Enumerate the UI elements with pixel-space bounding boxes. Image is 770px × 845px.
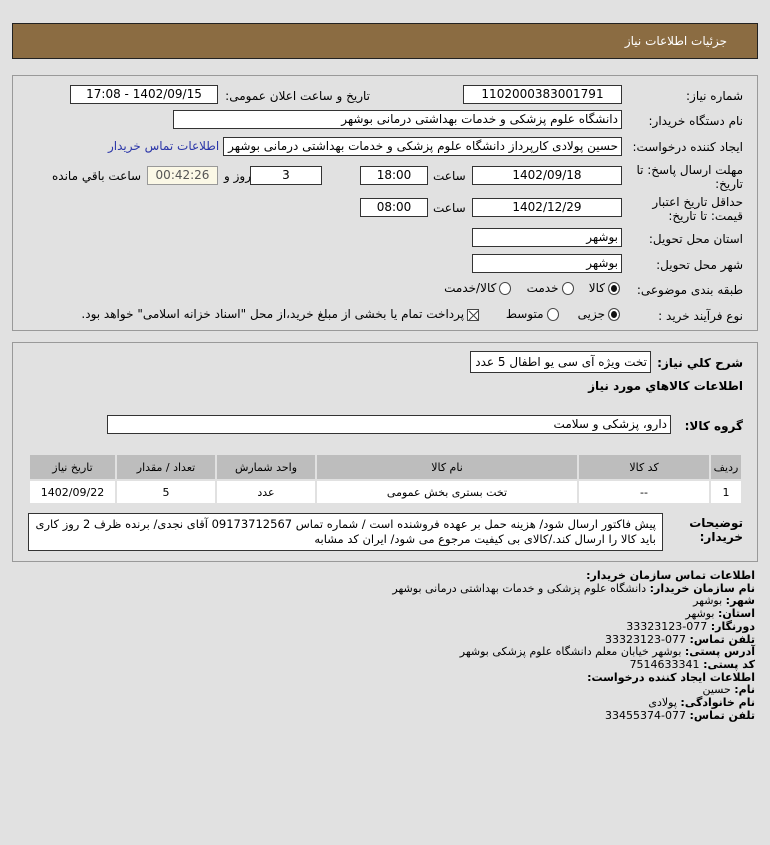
summary-field: تخت ویژه آی سی یو اطفال 5 عدد: [470, 351, 651, 373]
creator-heading: اطلاعات ایجاد کننده درخواست:: [587, 670, 755, 684]
org-name-label: نام سازمان خریدار:: [649, 581, 755, 595]
radio-goods-label: کالا: [588, 281, 605, 295]
cell-name: تخت بستری بخش عمومی: [317, 481, 577, 503]
buyer-contact-link[interactable]: اطلاعات تماس خریدار: [108, 139, 220, 153]
goods-heading: اطلاعات کالاهاي مورد نياز: [588, 379, 743, 393]
notes-field: پیش فاکتور ارسال شود/ هزینه حمل بر عهده …: [28, 513, 663, 551]
checkbox-x-icon[interactable]: [467, 308, 480, 321]
phone-value: 077-33323123: [605, 632, 687, 646]
validity-time-label: ساعت: [433, 201, 466, 215]
first-name-label: نام:: [734, 683, 755, 697]
phone-label: تلفن تماس:: [689, 632, 755, 646]
city-label: شهر:: [725, 594, 755, 608]
radio-goods-service-icon[interactable]: [499, 282, 512, 295]
radio-minor-icon[interactable]: [608, 308, 620, 321]
deadline-label: مهلت ارسال پاسخ: تا تاریخ:: [636, 163, 743, 191]
deadline-time-label: ساعت: [433, 169, 466, 183]
days-field: 3: [250, 166, 322, 185]
radio-goods[interactable]: کالا: [589, 281, 620, 295]
need-number-field: 1102000383001791: [463, 85, 622, 104]
province-label: استان محل تحویل:: [648, 232, 743, 246]
deadline-label-line2: تاریخ:: [715, 177, 743, 191]
remaining-time-field: 00:42:26: [147, 166, 218, 185]
last-name-label: نام خانوادگی:: [680, 696, 755, 710]
category-label: طبقه بندی موضوعی:: [636, 283, 743, 297]
radio-medium-label: متوسط: [505, 307, 544, 321]
process-radio-group: جزیی متوسط پرداخت تمام یا بخشی از مبلغ خ…: [81, 307, 620, 321]
validity-date-field: 1402/12/29: [472, 198, 622, 217]
city-field: بوشهر: [472, 254, 622, 273]
radio-goods-service-label: کالا/خدمت: [444, 281, 497, 295]
org-name: دانشگاه علوم پزشکی و خدمات بهداشتی درمان…: [392, 581, 647, 595]
creator-label: ایجاد کننده درخواست:: [632, 140, 743, 154]
creator-phone-label: تلفن تماس:: [689, 708, 755, 722]
table-row: 1 -- تخت بستری بخش عمومی عدد 5 1402/09/2…: [30, 481, 741, 503]
deadline-label-line1: مهلت ارسال پاسخ: تا: [636, 163, 743, 177]
fax-value: 077-33323123: [626, 619, 708, 633]
fax-label: دورنگار:: [710, 619, 755, 633]
process-label: نوع فرآیند خرید :: [658, 309, 743, 323]
cell-code: --: [579, 481, 709, 503]
address-value: بوشهر خیابان معلم دانشگاه علوم پزشکی بوش…: [459, 645, 682, 659]
postal-label: کد پستی:: [703, 657, 755, 671]
city-value: بوشهر: [693, 594, 723, 608]
validity-label: حداقل تاریخ اعتبار قیمت: تا تاریخ:: [652, 195, 743, 223]
col-row: ردیف: [711, 455, 741, 479]
treasury-checkbox[interactable]: پرداخت تمام یا بخشی از مبلغ خرید،از محل …: [81, 307, 480, 321]
contact-info: اطلاعات تماس سازمان خریدار: نام سازمان خ…: [392, 569, 755, 722]
announce-label: تاریخ و ساعت اعلان عمومی:: [225, 89, 370, 103]
buyer-label: نام دستگاه خریدار:: [648, 114, 744, 128]
cell-row: 1: [711, 481, 741, 503]
radio-goods-icon[interactable]: [608, 282, 620, 295]
creator-field: حسین پولادی کارپرداز دانشگاه علوم پزشکی …: [223, 137, 622, 156]
address-label: آدرس پستی:: [684, 645, 755, 659]
col-name: نام کالا: [317, 455, 577, 479]
need-number-label: شماره نیاز:: [686, 89, 743, 103]
summary-label: شرح کلي نياز:: [657, 356, 743, 370]
goods-table: ردیف کد کالا نام کالا واحد شمارش تعداد /…: [28, 453, 743, 505]
page-title: جزئیات اطلاعات نیاز: [624, 34, 727, 48]
deadline-time-field: 18:00: [360, 166, 428, 185]
notes-label: توضیحات خریدار:: [689, 516, 743, 544]
col-unit: واحد شمارش: [217, 455, 315, 479]
cell-unit: عدد: [217, 481, 315, 503]
group-label: گروه کالا:: [684, 419, 743, 433]
cell-date: 1402/09/22: [30, 481, 115, 503]
province-field: بوشهر: [472, 228, 622, 247]
validity-label-line2: قیمت: تا تاریخ:: [668, 209, 743, 223]
radio-medium-icon[interactable]: [546, 308, 559, 321]
province-label: استان:: [718, 607, 755, 621]
buyer-field: دانشگاه علوم پزشکی و خدمات بهداشتی درمان…: [173, 110, 622, 129]
category-radio-group: کالا خدمت کالا/خدمت: [444, 281, 620, 295]
radio-minor-label: جزیی: [577, 307, 605, 321]
cell-qty: 5: [117, 481, 215, 503]
col-code: کد کالا: [579, 455, 709, 479]
radio-service-icon[interactable]: [561, 282, 574, 295]
creator-phone-value: 077-33455374: [605, 708, 687, 722]
radio-minor[interactable]: جزیی: [578, 307, 620, 321]
radio-service[interactable]: خدمت: [527, 281, 574, 295]
validity-time-field: 08:00: [360, 198, 428, 217]
city-label: شهر محل تحویل:: [656, 258, 743, 272]
col-date: تاریخ نیاز: [30, 455, 115, 479]
validity-label-line1: حداقل تاریخ اعتبار: [652, 195, 743, 209]
radio-medium[interactable]: متوسط: [506, 307, 559, 321]
days-label: روز و: [224, 169, 251, 183]
last-name-value: پولادی: [648, 696, 677, 710]
province-value: بوشهر: [685, 607, 715, 621]
page-header: جزئیات اطلاعات نیاز: [12, 23, 758, 59]
deadline-date-field: 1402/09/18: [472, 166, 622, 185]
remaining-label: ساعت باقي مانده: [52, 169, 142, 183]
col-qty: تعداد / مقدار: [117, 455, 215, 479]
announce-field: 1402/09/15 - 17:08: [70, 85, 218, 104]
postal-value: 7514633341: [629, 657, 700, 671]
group-field: دارو، پزشکی و سلامت: [107, 415, 671, 434]
org-heading: اطلاعات تماس سازمان خریدار:: [586, 569, 755, 582]
first-name-value: حسین: [702, 683, 731, 697]
radio-service-label: خدمت: [526, 281, 559, 295]
treasury-note: پرداخت تمام یا بخشی از مبلغ خرید،از محل …: [81, 307, 465, 321]
radio-goods-service[interactable]: کالا/خدمت: [444, 281, 512, 295]
table-header-row: ردیف کد کالا نام کالا واحد شمارش تعداد /…: [30, 455, 741, 479]
